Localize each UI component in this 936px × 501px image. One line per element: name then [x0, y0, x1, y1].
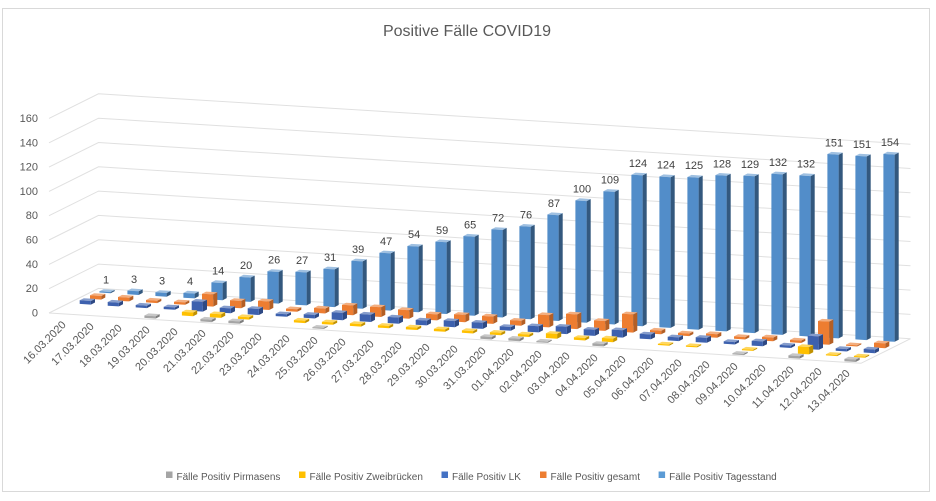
svg-text:20: 20 — [26, 283, 38, 295]
svg-text:72: 72 — [492, 213, 504, 225]
svg-text:151: 151 — [825, 137, 843, 149]
svg-text:154: 154 — [881, 137, 899, 149]
svg-text:3: 3 — [131, 274, 137, 286]
svg-text:140: 140 — [20, 137, 38, 149]
svg-text:87: 87 — [548, 198, 560, 210]
svg-text:109: 109 — [601, 175, 619, 187]
svg-text:26: 26 — [268, 255, 280, 267]
svg-text:60: 60 — [26, 235, 38, 247]
svg-text:125: 125 — [685, 160, 703, 172]
svg-text:59: 59 — [436, 225, 448, 237]
svg-text:100: 100 — [573, 184, 591, 196]
svg-text:128: 128 — [713, 158, 731, 170]
svg-text:124: 124 — [657, 160, 675, 172]
svg-text:Fälle Positiv Pirmasens: Fälle Positiv Pirmasens — [177, 472, 281, 483]
svg-text:39: 39 — [352, 244, 364, 256]
svg-text:1: 1 — [103, 275, 109, 287]
svg-text:47: 47 — [380, 236, 392, 248]
svg-text:20: 20 — [240, 260, 252, 272]
svg-text:31: 31 — [324, 252, 336, 264]
svg-text:27: 27 — [296, 255, 308, 267]
svg-text:Fälle Positiv gesamt: Fälle Positiv gesamt — [551, 472, 641, 483]
svg-text:3: 3 — [159, 276, 165, 288]
svg-text:129: 129 — [741, 159, 759, 171]
svg-text:151: 151 — [853, 139, 871, 151]
svg-text:132: 132 — [769, 157, 787, 169]
svg-text:Fälle Positiv Tagesstand: Fälle Positiv Tagesstand — [669, 472, 777, 483]
svg-text:100: 100 — [20, 186, 38, 198]
svg-text:40: 40 — [26, 259, 38, 271]
svg-text:54: 54 — [408, 229, 420, 241]
svg-text:65: 65 — [464, 219, 476, 231]
svg-text:76: 76 — [520, 209, 532, 221]
svg-text:14: 14 — [212, 266, 224, 278]
svg-text:132: 132 — [797, 159, 815, 171]
svg-text:124: 124 — [629, 158, 647, 170]
svg-text:4: 4 — [187, 276, 193, 288]
svg-text:Fälle Positiv Zweibrücken: Fälle Positiv Zweibrücken — [310, 472, 423, 483]
svg-text:Fälle Positiv LK: Fälle Positiv LK — [452, 472, 521, 483]
svg-text:160: 160 — [20, 113, 38, 125]
svg-text:Positive Fälle COVID19: Positive Fälle COVID19 — [383, 23, 551, 40]
svg-text:0: 0 — [32, 308, 38, 320]
svg-text:120: 120 — [20, 162, 38, 174]
svg-text:80: 80 — [26, 210, 38, 222]
